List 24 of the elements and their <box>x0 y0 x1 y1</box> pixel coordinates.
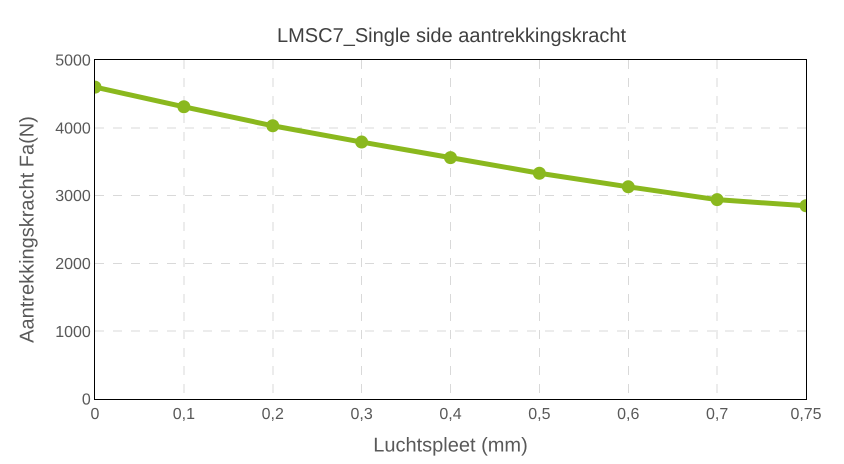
x-axis-title: Luchtspleet (mm) <box>373 434 528 457</box>
y-tick-label: 3000 <box>55 188 91 206</box>
y-tick-label: 4000 <box>55 120 91 138</box>
point <box>177 100 190 114</box>
x-tick-label: 0,5 <box>528 406 551 424</box>
x-tick-label: 0,3 <box>350 406 373 424</box>
y-tick-label: 5000 <box>55 52 91 70</box>
x-tick-label: 0,75 <box>790 406 822 424</box>
point <box>710 193 724 206</box>
point <box>355 136 368 149</box>
y-tick-label: 2000 <box>55 256 91 273</box>
chart-title: LMSC7_Single side aantrekkingskracht <box>277 24 627 47</box>
point <box>532 166 546 180</box>
x-tick-label: 0,4 <box>439 406 462 424</box>
x-tick-label: 0,1 <box>172 406 196 424</box>
y-tick-label: 0 <box>82 392 91 409</box>
point <box>444 151 457 164</box>
point <box>622 180 635 194</box>
x-tick-label: 0,7 <box>706 406 728 424</box>
x-tick-label: 0,2 <box>262 406 284 424</box>
y-tick-label: 1000 <box>55 324 91 341</box>
x-tick-label: 0,6 <box>617 406 640 424</box>
point <box>266 119 280 132</box>
y-axis-title: Aantrekkingskracht Fa(N) <box>16 116 39 343</box>
